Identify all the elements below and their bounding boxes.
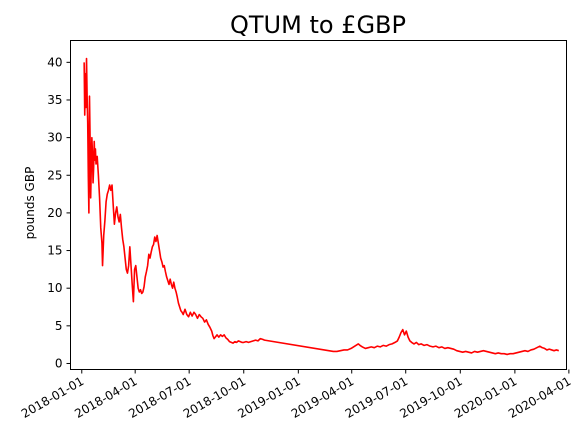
y-tick-label: 20	[47, 206, 62, 220]
y-tick-label: 25	[47, 168, 62, 182]
y-tick-label: 5	[55, 319, 63, 333]
y-axis: 0 5 10 15 20 25 30 35 40	[47, 55, 71, 370]
price-series-line	[83, 57, 560, 356]
plot-frame	[70, 40, 567, 370]
y-tick-label: 0	[55, 356, 63, 370]
y-tick-label: 15	[47, 244, 62, 258]
y-tick-label: 30	[47, 131, 62, 145]
y-axis-label: pounds GBP	[23, 167, 37, 240]
y-tick-label: 40	[47, 55, 62, 69]
y-tick-label: 35	[47, 93, 62, 107]
chart-title: QTUM to £GBP	[230, 11, 406, 39]
x-axis: 2018-01-012018-04-012018-07-012018-10-01…	[19, 369, 573, 421]
y-tick-label: 10	[47, 281, 62, 295]
